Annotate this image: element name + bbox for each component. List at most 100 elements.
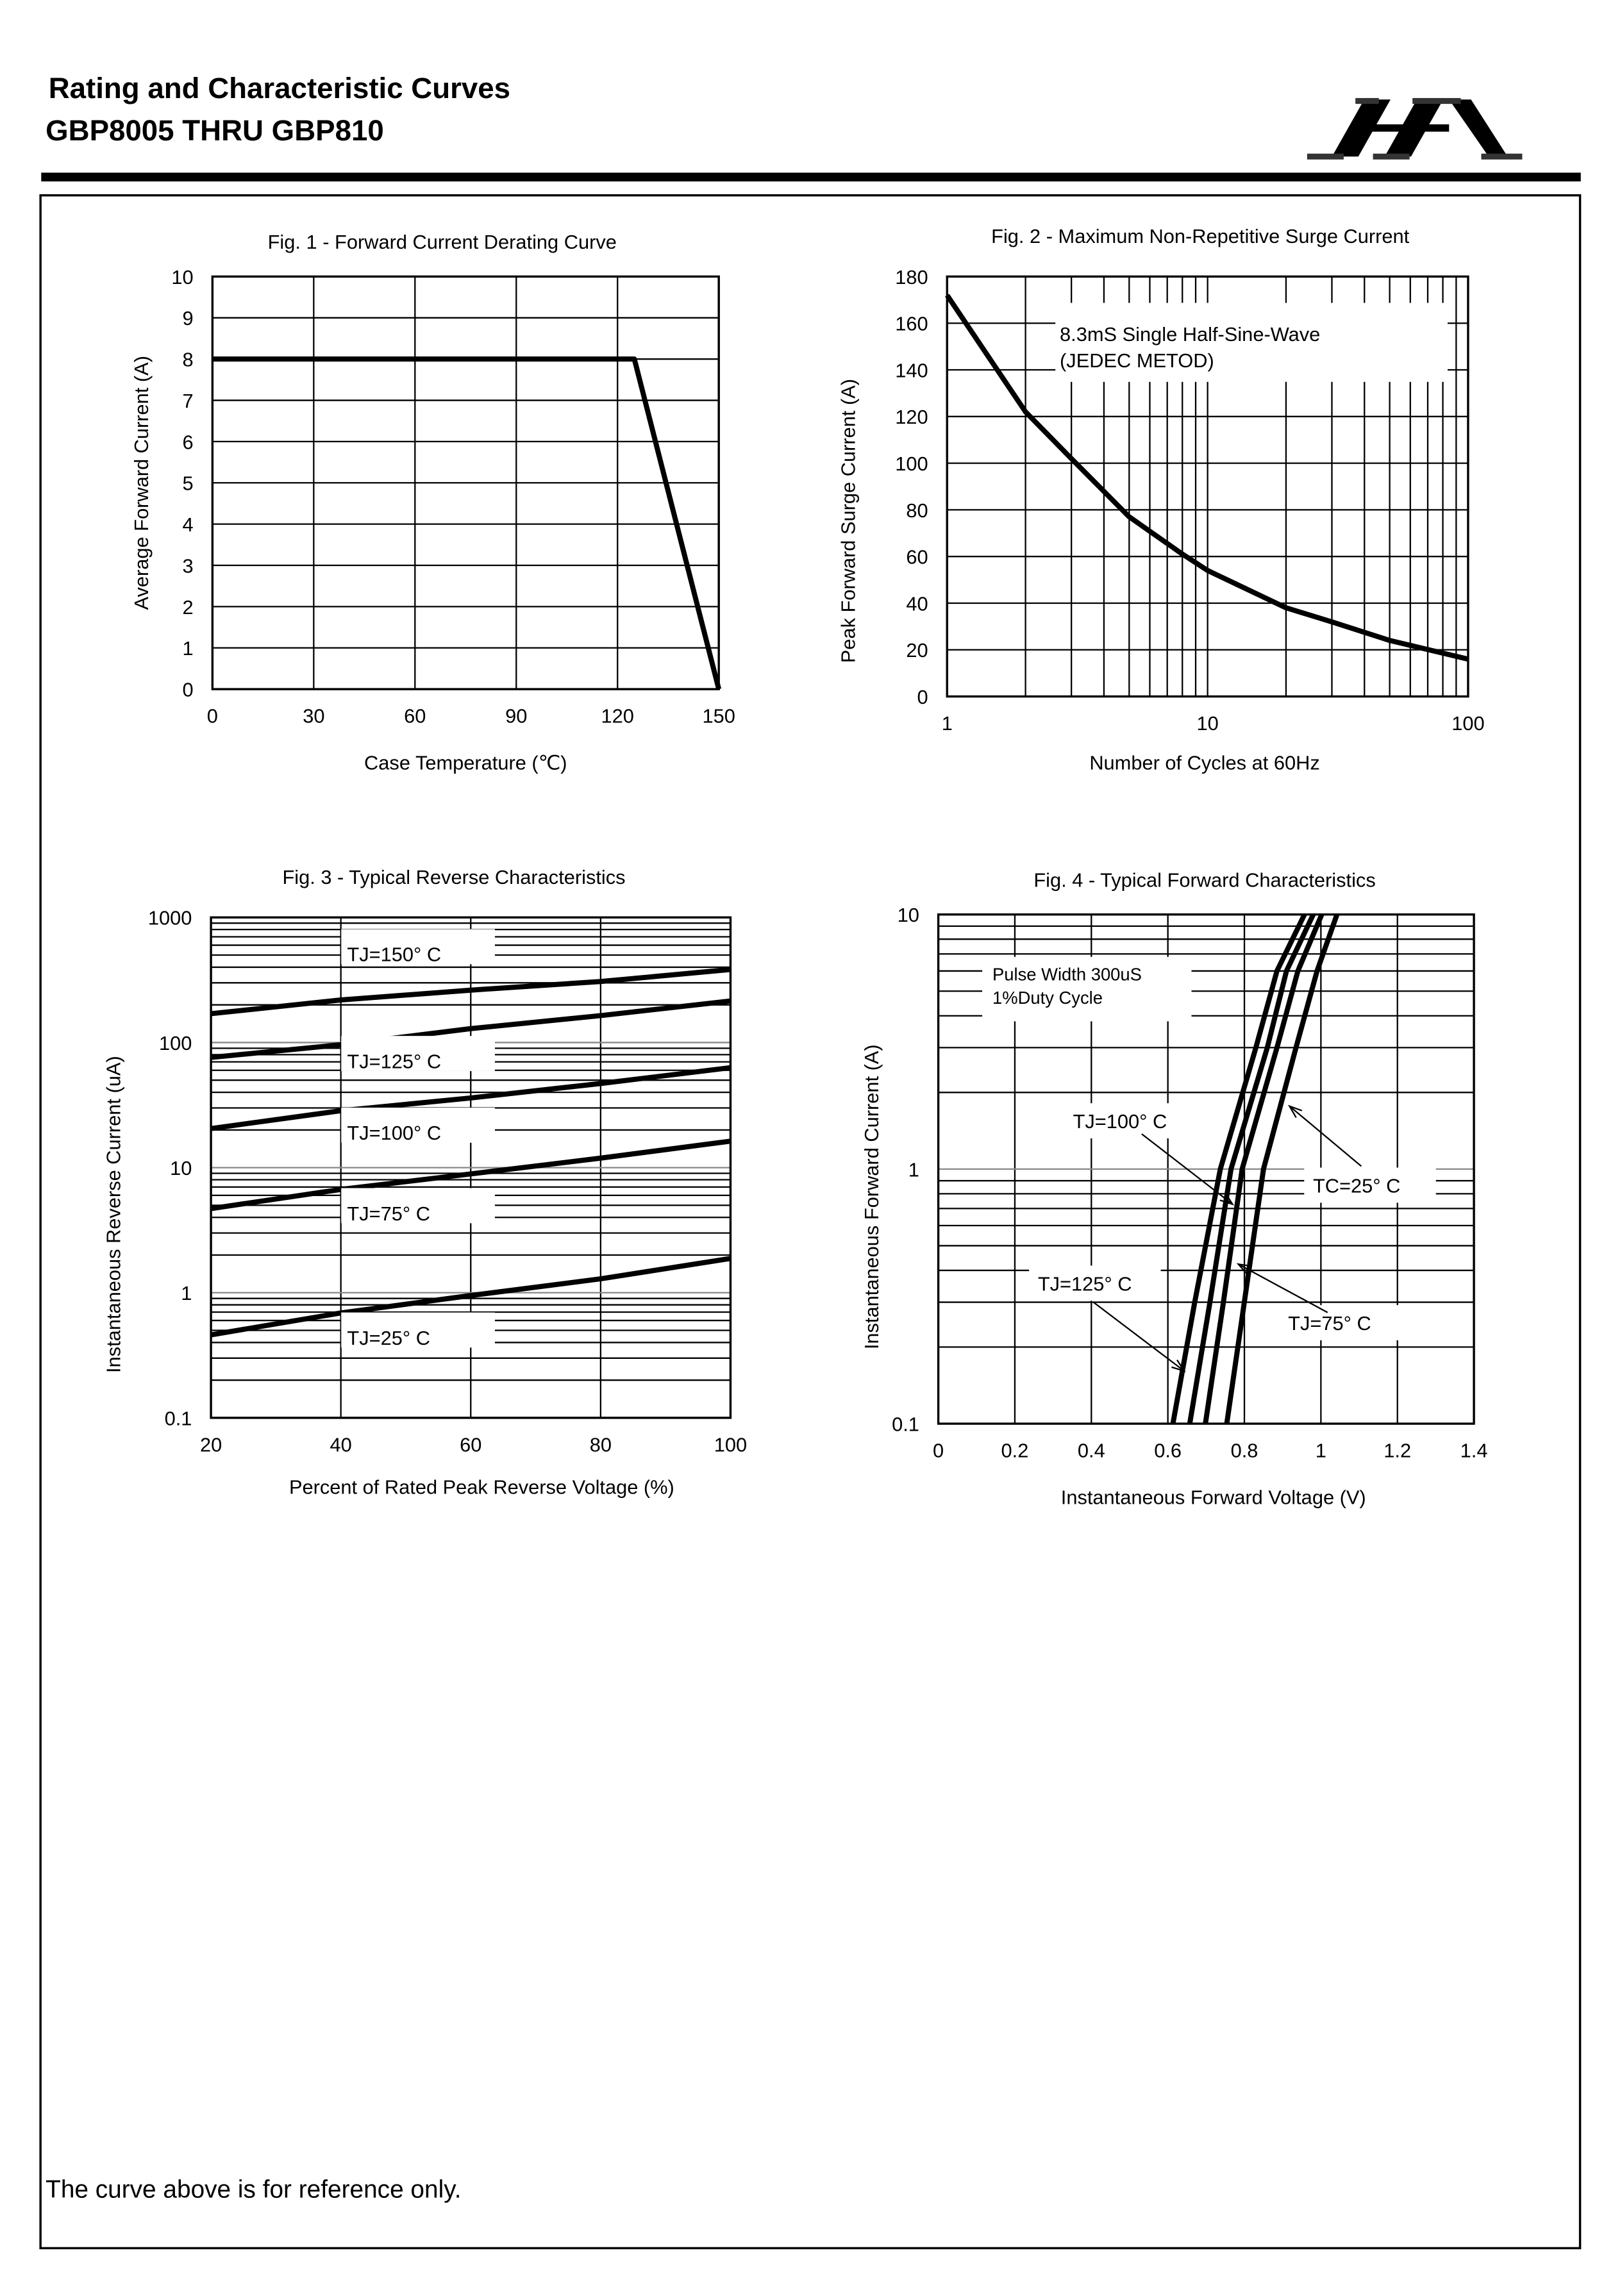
series-label-box — [1279, 1305, 1411, 1340]
company-logo — [1307, 97, 1523, 160]
y-tick-label: 10 — [170, 1157, 192, 1179]
series-line-TJ25C — [210, 1256, 732, 1338]
series-label-box — [1304, 1167, 1436, 1203]
y-tick-label: 160 — [895, 313, 928, 335]
x-tick-label: 0.4 — [1078, 1440, 1105, 1462]
fig1-ylabel: Average Forward Current (A) — [130, 356, 153, 610]
arrowhead-icon — [1219, 1192, 1235, 1206]
plot-frame — [946, 275, 1469, 698]
header-rule — [41, 172, 1581, 182]
x-tick-label: 80 — [590, 1433, 612, 1456]
y-tick-label: 0.1 — [892, 1413, 919, 1435]
x-tick-label: 0.8 — [1231, 1440, 1258, 1462]
y-tick-label: 10 — [898, 904, 919, 926]
y-tick-label: 10 — [171, 266, 193, 288]
x-tick-label: 0.2 — [1001, 1440, 1029, 1462]
x-tick-label: 100 — [714, 1433, 747, 1456]
x-tick-label: 1 — [942, 712, 953, 735]
y-tick-label: 6 — [183, 431, 194, 453]
part-range: GBP8005 THRU GBP810 — [46, 114, 384, 147]
fig2-xlabel: Number of Cycles at 60Hz — [1089, 752, 1319, 774]
x-tick-label: 100 — [1451, 712, 1484, 735]
series-line — [944, 294, 1469, 662]
series-label-box — [1064, 1103, 1196, 1138]
x-tick-label: 60 — [460, 1433, 481, 1456]
y-tick-label: 60 — [906, 546, 928, 569]
series-label-box — [1029, 1265, 1161, 1301]
fig3-title: Fig. 3 - Typical Reverse Characteristics — [282, 866, 625, 888]
series-line-TJ75C — [210, 1138, 731, 1211]
y-tick-label: 40 — [906, 592, 928, 615]
series-label: TJ=125° C — [1038, 1272, 1132, 1295]
y-tick-label: 4 — [183, 513, 194, 536]
y-tick-label: 120 — [895, 406, 928, 428]
y-tick-label: 9 — [183, 307, 194, 329]
y-tick-label: 1000 — [148, 907, 192, 929]
plot-frame — [211, 275, 720, 690]
series-label: TJ=100° C — [1073, 1110, 1167, 1133]
series-label-box — [341, 1312, 495, 1348]
series-label: TJ=100° C — [347, 1122, 441, 1144]
series-label-box — [341, 1108, 495, 1143]
series-label: TJ=125° C — [347, 1050, 441, 1072]
series-label-box — [341, 929, 495, 965]
y-tick-label: 1 — [183, 637, 194, 660]
page-title: Rating and Characteristic Curves — [49, 72, 510, 104]
x-tick-label: 1.4 — [1460, 1440, 1488, 1462]
x-tick-label: 120 — [601, 705, 634, 728]
series-line-TJ100C — [210, 1065, 731, 1131]
series-line-TJ125C — [210, 998, 731, 1060]
y-tick-label: 80 — [906, 499, 928, 522]
y-tick-label: 1 — [181, 1282, 192, 1304]
arrow-icon — [1141, 1133, 1233, 1205]
arrowhead-icon — [1171, 1360, 1186, 1372]
x-tick-label: 0 — [933, 1440, 944, 1462]
y-tick-label: 2 — [183, 596, 194, 619]
x-tick-label: 20 — [200, 1433, 222, 1456]
fig4-annotation: 1%Duty Cycle — [992, 988, 1103, 1008]
fig4-ylabel: Instantaneous Forward Current (A) — [860, 1044, 883, 1349]
x-tick-label: 1.2 — [1384, 1440, 1411, 1462]
series-line-TJ125C — [1170, 913, 1307, 1424]
fig2-ylabel: Peak Forward Surge Current (A) — [837, 379, 859, 663]
series-label: TJ=25° C — [347, 1327, 430, 1349]
fig4-forward-chart: Fig. 4 - Typical Forward Characteristics… — [860, 869, 1487, 1508]
reference-note: The curve above is for reference only. — [46, 2176, 461, 2204]
content-frame — [39, 194, 1582, 2250]
x-tick-label: 0 — [207, 705, 218, 728]
fig1-derating-chart: Fig. 1 - Forward Current Derating Curve … — [130, 231, 735, 774]
y-tick-label: 0.1 — [165, 1407, 192, 1429]
x-tick-label: 10 — [1196, 712, 1218, 735]
arrow-icon — [1092, 1301, 1185, 1372]
fig2-surge-chart: Fig. 2 - Maximum Non-Repetitive Surge Cu… — [837, 225, 1484, 774]
fig1-xlabel: Case Temperature (℃) — [364, 752, 567, 774]
fig3-xlabel: Percent of Rated Peak Reverse Voltage (%… — [289, 1476, 674, 1499]
series-label: TJ=75° C — [1288, 1312, 1371, 1335]
y-tick-label: 8 — [183, 349, 194, 371]
x-tick-label: 40 — [330, 1433, 352, 1456]
series-line-TJ100C — [1187, 913, 1316, 1424]
fig1-grid — [212, 276, 720, 690]
fig4-annotation: Pulse Width 300uS — [992, 964, 1142, 984]
series-line-TJ150C — [210, 967, 731, 1017]
x-tick-label: 0.6 — [1154, 1440, 1182, 1462]
fig4-title: Fig. 4 - Typical Forward Characteristics — [1033, 869, 1375, 891]
y-tick-label: 20 — [906, 639, 928, 661]
x-tick-label: 150 — [702, 705, 735, 728]
fig2-annotation: (JEDEC METOD) — [1060, 349, 1214, 372]
y-tick-label: 7 — [183, 390, 194, 412]
arrowhead-icon — [1287, 1104, 1303, 1119]
fig3-reverse-chart: Fig. 3 - Typical Reverse Characteristics… — [103, 866, 748, 1499]
annotation-box — [1055, 303, 1448, 382]
y-tick-label: 0 — [917, 686, 928, 708]
fig1-title: Fig. 1 - Forward Current Derating Curve — [268, 231, 617, 253]
annotation-box — [982, 956, 1192, 1022]
y-tick-label: 180 — [895, 266, 928, 288]
y-tick-label: 0 — [183, 679, 194, 701]
x-tick-label: 30 — [303, 705, 324, 728]
arrow-icon — [1289, 1105, 1362, 1167]
series-label-box — [341, 1188, 495, 1224]
fig4-xlabel: Instantaneous Forward Voltage (V) — [1061, 1486, 1366, 1509]
